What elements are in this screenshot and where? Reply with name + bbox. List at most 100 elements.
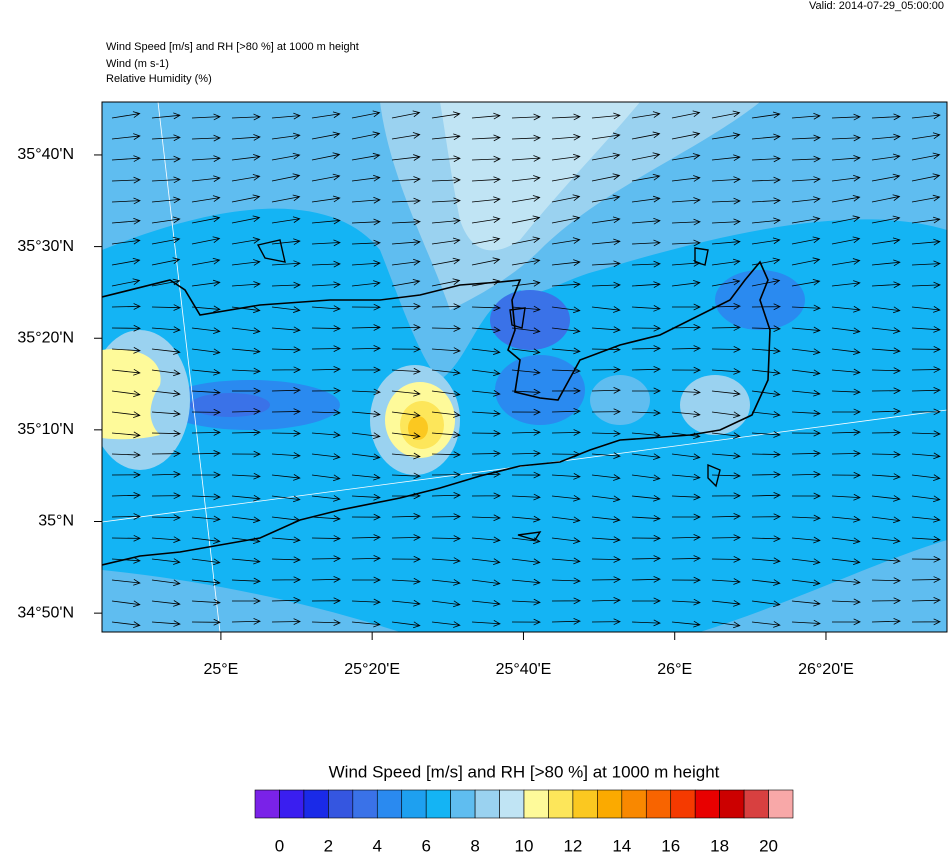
wind-vector: [231, 577, 261, 585]
lon-tick-label: 25°E: [203, 661, 238, 678]
wind-vector: [311, 453, 341, 460]
wind-vector: [111, 111, 141, 119]
wind-vector: [351, 218, 381, 226]
wind-vector: [551, 173, 581, 182]
wind-vector: [871, 557, 901, 565]
wind-vector: [311, 387, 341, 395]
wind-vector: [111, 411, 141, 418]
wind-vector: [271, 260, 301, 268]
wind-vector: [271, 306, 301, 313]
wind-vector: [751, 111, 781, 119]
wind-vector: [911, 306, 941, 313]
contour-fill: [495, 355, 585, 425]
wind-vector: [271, 326, 301, 334]
wind-vector: [351, 555, 381, 562]
wind-vector: [831, 174, 861, 182]
wind-vector: [471, 304, 501, 312]
wind-vector: [911, 216, 941, 224]
wind-vector: [751, 303, 781, 311]
wind-vector: [111, 471, 141, 479]
wind-vector: [751, 217, 781, 225]
wind-vector: [751, 347, 781, 355]
wind-vector: [431, 176, 461, 184]
wind-vector: [631, 324, 661, 332]
wind-vector: [311, 345, 341, 352]
wind-vector: [791, 409, 821, 417]
wind-vector: [351, 110, 381, 119]
wind-vector: [191, 429, 221, 436]
contour-fill: [440, 102, 640, 251]
lon-tick-label: 25°40'E: [496, 661, 552, 678]
wind-vector: [751, 325, 781, 333]
wind-vector: [591, 194, 621, 203]
wind-vector: [551, 113, 581, 121]
wind-vector: [871, 387, 901, 395]
wind-vector: [871, 473, 901, 480]
wind-vector: [151, 134, 181, 142]
wind-vector: [191, 113, 221, 121]
wind-vector: [271, 408, 301, 415]
wind-vector: [311, 173, 341, 182]
wind-vector: [471, 236, 501, 245]
wind-vector: [191, 215, 221, 224]
wind-vector: [271, 194, 301, 203]
wind-vector: [671, 131, 701, 140]
wind-vector: [231, 450, 261, 458]
title-line: Wind Speed [m/s] and RH [>80 %] at 1000 …: [106, 41, 359, 53]
wind-vector: [351, 366, 381, 374]
wind-vector: [271, 495, 301, 503]
wind-vector: [191, 618, 221, 626]
coastline: [256, 239, 286, 263]
wind-vector: [551, 494, 581, 502]
wind-vector: [111, 197, 141, 205]
wind-vector: [551, 194, 581, 203]
wind-vector: [631, 366, 661, 373]
wind-vector: [471, 216, 501, 224]
wind-vector: [871, 429, 901, 436]
wind-vector: [271, 536, 301, 544]
wind-vector: [111, 303, 141, 310]
wind-vector: [311, 474, 341, 482]
wind-vector: [271, 618, 301, 625]
colorbar-box: [499, 789, 525, 819]
wind-vector: [471, 514, 501, 522]
wind-vector: [871, 153, 901, 161]
wind-vector: [231, 281, 261, 288]
wind-vector: [351, 453, 381, 461]
wind-vector: [791, 369, 821, 377]
wind-vector: [351, 174, 381, 182]
wind-vector: [671, 239, 701, 247]
colorbar-box: [328, 789, 354, 819]
wind-vector: [471, 326, 501, 334]
wind-vector: [431, 369, 461, 376]
coastline: [509, 307, 526, 329]
map-area: [102, 102, 947, 632]
wind-vector: [591, 346, 621, 353]
colorbar-box: [694, 789, 720, 819]
wind-vector: [711, 368, 741, 375]
wind-vector: [711, 452, 741, 460]
wind-vector: [671, 388, 701, 396]
wind-vector: [791, 579, 821, 587]
wind-vector: [791, 558, 821, 566]
wind-vector: [871, 367, 901, 374]
wind-vector: [671, 473, 701, 481]
wind-vector: [871, 577, 901, 584]
wind-vector: [871, 597, 901, 605]
wind-vector: [391, 154, 421, 161]
wind-vector: [431, 471, 461, 479]
wind-vector: [471, 410, 501, 417]
wind-vector: [311, 575, 341, 583]
wind-vector: [391, 218, 421, 226]
wind-vector: [671, 218, 701, 226]
wind-vector: [151, 514, 181, 521]
wind-vector: [191, 195, 221, 203]
wind-vector: [471, 492, 501, 500]
wind-vector: [831, 327, 861, 335]
wind-vector: [551, 597, 581, 605]
wind-vector: [831, 154, 861, 162]
wind-vector: [391, 599, 421, 607]
wind-vector: [471, 558, 501, 565]
wind-vector: [511, 175, 541, 182]
wind-vector: [751, 535, 781, 543]
